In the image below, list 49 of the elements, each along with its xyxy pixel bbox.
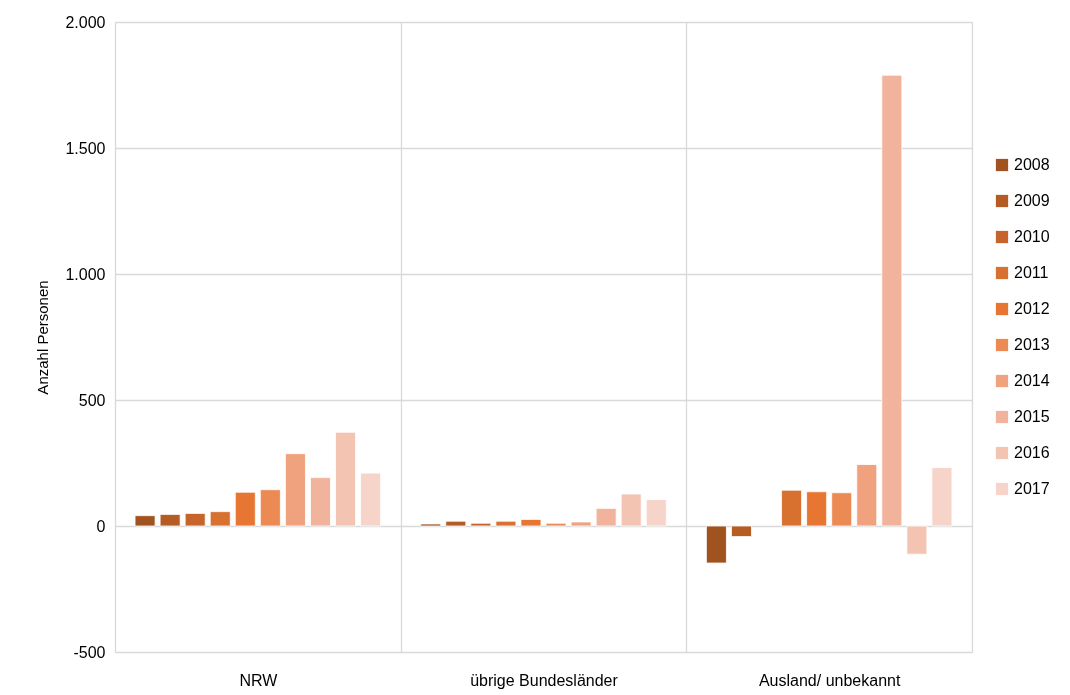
bar	[731, 525, 752, 537]
bar	[310, 477, 331, 527]
legend-label: 2012	[1014, 300, 1050, 317]
bar	[520, 519, 542, 527]
bar	[806, 491, 828, 527]
bar	[335, 431, 356, 527]
y-tick-label: 0	[96, 517, 106, 535]
bar	[931, 467, 953, 527]
bar	[470, 522, 492, 527]
legend-label: 2008	[1014, 156, 1050, 173]
bar	[645, 499, 667, 527]
legend-label: 2011	[1014, 264, 1049, 281]
bar	[705, 525, 727, 564]
bar	[856, 464, 878, 527]
y-tick-label: -500	[73, 643, 106, 661]
bar	[781, 489, 802, 527]
bar	[209, 511, 231, 527]
legend-label: 2009	[1014, 192, 1050, 209]
y-axis-title: Anzahl Personen	[34, 280, 52, 395]
legend-label: 2016	[1014, 444, 1050, 461]
bar	[445, 520, 467, 527]
legend-label: 2017	[1014, 480, 1050, 497]
bar	[134, 515, 156, 527]
x-tick-label: übrige Bundesländer	[470, 671, 619, 689]
x-tick-label: NRW	[239, 671, 279, 689]
bar	[570, 521, 592, 527]
bar	[234, 491, 256, 527]
bar	[285, 453, 306, 527]
legend-label: 2013	[1014, 336, 1050, 353]
y-tick-label: 1.500	[65, 139, 106, 157]
bar	[159, 514, 181, 527]
bar	[495, 520, 517, 527]
x-tick-label: Ausland/ unbekannt	[758, 671, 901, 689]
legend-label: 2010	[1014, 228, 1050, 245]
y-tick-label: 1.000	[65, 265, 106, 283]
bar	[906, 525, 928, 555]
y-tick-label: 500	[78, 391, 106, 409]
legend-label: 2015	[1014, 408, 1050, 425]
y-tick-label: 2.000	[65, 13, 106, 31]
bar	[184, 513, 206, 527]
bar	[595, 507, 617, 527]
bar	[881, 74, 903, 527]
bar	[831, 492, 853, 527]
bar	[620, 493, 642, 527]
bar	[545, 522, 567, 527]
legend-label: 2014	[1014, 372, 1050, 389]
bar	[360, 472, 382, 527]
bar	[420, 523, 442, 527]
bar	[259, 489, 281, 527]
